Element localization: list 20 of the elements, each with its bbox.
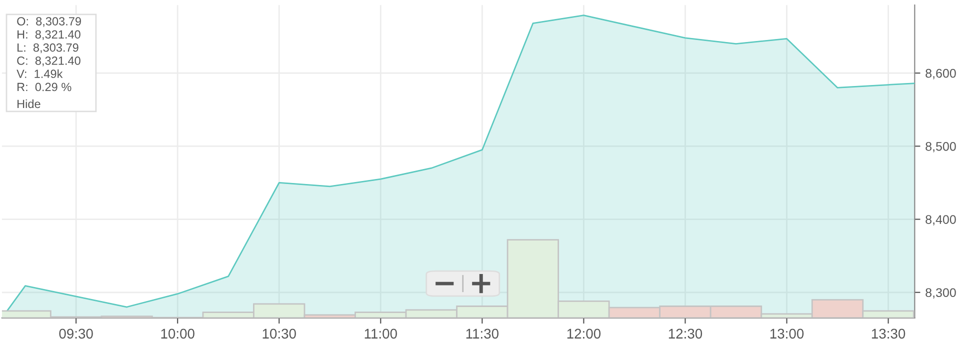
x-tick-label: 11:30 xyxy=(466,328,498,339)
annotation: L: 8,303.79 xyxy=(18,43,78,54)
annotation: Hide xyxy=(18,99,40,108)
annotation: O: 8,303.79 xyxy=(17,17,81,27)
y-tick-label: 8,500 xyxy=(926,142,956,152)
y-tick-label: 8,600 xyxy=(926,68,956,80)
x-tick-label: 13:30 xyxy=(872,328,906,339)
x-tick-label: 11:00 xyxy=(364,328,397,339)
y-tick-label: 8,400 xyxy=(926,215,956,226)
x-tick-label: 10:00 xyxy=(161,328,194,339)
annotation: R: 0.29 % xyxy=(18,82,72,92)
annotation: C: 8,321.40 xyxy=(17,56,80,66)
x-tick-label: 12:30 xyxy=(668,328,702,339)
x-tick-label: 12:00 xyxy=(567,328,601,339)
y-tick-label: 8,300 xyxy=(926,288,956,299)
x-tick-label: 09:30 xyxy=(59,328,93,339)
annotation: H: 8,321.40 xyxy=(18,30,80,40)
x-tick-label: 13:00 xyxy=(770,328,804,339)
x-tick-label: 10:30 xyxy=(262,328,296,339)
annotation: V: 1.49k xyxy=(16,69,63,78)
